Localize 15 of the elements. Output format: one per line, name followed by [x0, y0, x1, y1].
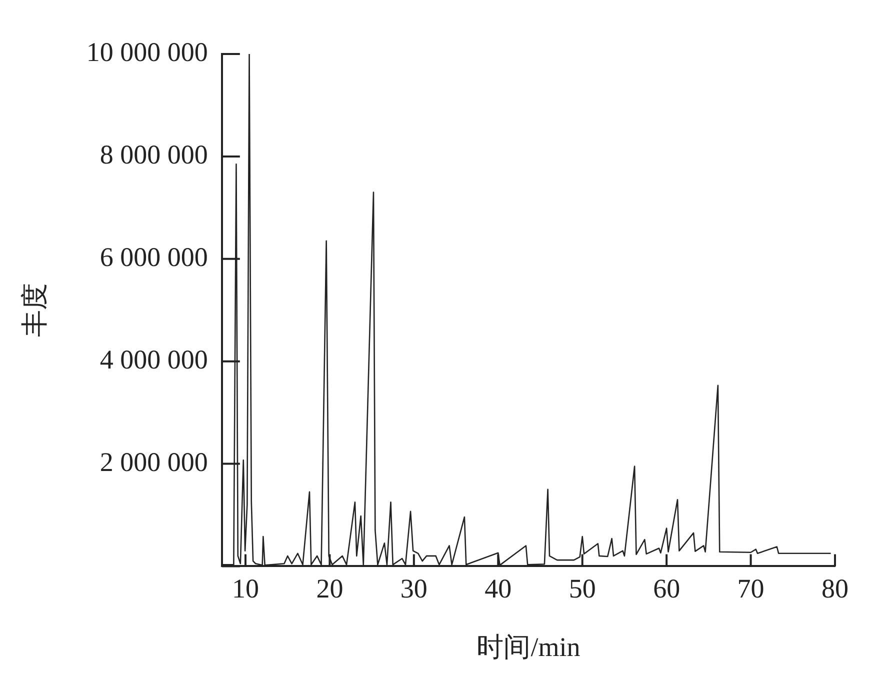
x-tick-label: 40 — [484, 573, 512, 604]
y-tick-label: 8 000 000 — [100, 140, 208, 170]
x-tick-label: 10 — [232, 573, 259, 604]
y-tick-label: 4 000 000 — [100, 344, 208, 374]
y-tick-label: 2 000 000 — [100, 446, 208, 477]
y-tick-label: 6 000 000 — [100, 242, 208, 272]
y-tick-label: 10 000 000 — [86, 37, 208, 68]
x-tick-label: 30 — [400, 573, 428, 604]
y-axis-title: 丰度 — [19, 283, 50, 338]
x-tick-label: 50 — [568, 573, 596, 604]
x-tick-label: 60 — [653, 573, 680, 604]
x-tick-label: 80 — [822, 573, 848, 604]
x-axis-title: 时间/min — [476, 632, 581, 662]
x-tick-label: 20 — [316, 573, 344, 604]
x-tick-label: 70 — [737, 573, 764, 604]
